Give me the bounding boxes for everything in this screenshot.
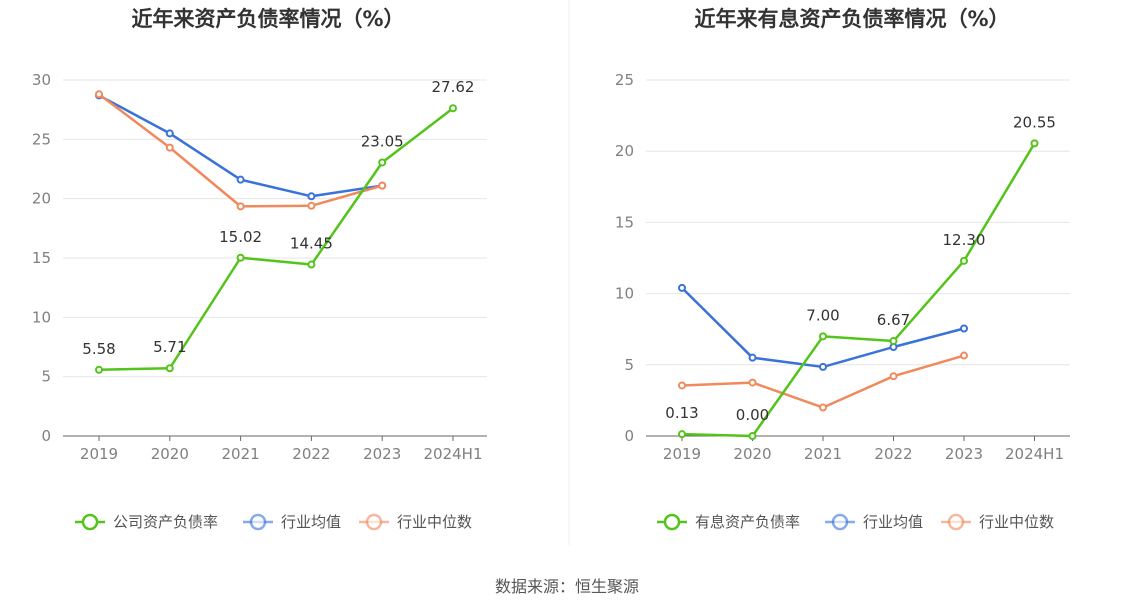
series-line bbox=[98, 107, 454, 372]
y-tick-label: 15 bbox=[32, 249, 51, 267]
x-tick-label: 2020 bbox=[733, 445, 771, 463]
y-tick-label: 5 bbox=[624, 356, 634, 374]
legend-label: 行业中位数 bbox=[397, 513, 472, 531]
data-point bbox=[678, 430, 686, 439]
data-point bbox=[819, 362, 827, 371]
chart-panel-interest-debt-ratio: 近年来有息资产负债率情况（%） 0 5 10 15 20 25 2019 2020 2021 202… bbox=[615, 7, 1070, 531]
series-line bbox=[681, 287, 965, 369]
data-label: 6.67 bbox=[877, 311, 910, 329]
legend-swatch-marker bbox=[831, 513, 849, 531]
x-tick-label: 2022 bbox=[292, 445, 330, 463]
data-point bbox=[960, 324, 968, 333]
data-label: 15.02 bbox=[219, 228, 262, 246]
data-point bbox=[307, 201, 316, 210]
data-label: 5.71 bbox=[153, 338, 186, 356]
y-tick-label: 20 bbox=[32, 190, 51, 208]
y-tick-label: 30 bbox=[32, 71, 51, 89]
series-line bbox=[681, 142, 1036, 438]
legend-label: 行业均值 bbox=[281, 513, 341, 531]
series-line bbox=[98, 93, 383, 208]
legend-label: 行业均值 bbox=[863, 513, 923, 531]
legend-item: 有息资产负债率 bbox=[657, 513, 800, 531]
data-point bbox=[819, 403, 827, 412]
chart-panel-debt-ratio: 近年来资产负债率情况（%） 0 5 10 15 20 25 30 2019 2020 2021 202… bbox=[32, 7, 487, 531]
x-tick-label: 2019 bbox=[80, 445, 118, 463]
data-point bbox=[165, 143, 174, 152]
y-tick-label: 15 bbox=[615, 213, 634, 231]
y-tick-label: 20 bbox=[615, 142, 634, 160]
x-tick-label: 2022 bbox=[874, 445, 912, 463]
data-point bbox=[236, 175, 245, 184]
legend-item: 行业中位数 bbox=[359, 513, 472, 531]
chart-title: 近年来资产负债率情况（%） bbox=[131, 7, 404, 31]
legend-item: 行业均值 bbox=[825, 513, 923, 531]
data-label: 5.58 bbox=[82, 340, 115, 358]
x-tick-label: 2023 bbox=[945, 445, 983, 463]
data-point bbox=[960, 256, 968, 265]
y-tick-label: 25 bbox=[32, 130, 51, 148]
legend-item: 行业均值 bbox=[243, 513, 341, 531]
x-tick-label: 2021 bbox=[804, 445, 842, 463]
data-point bbox=[678, 381, 686, 390]
data-point bbox=[449, 104, 457, 113]
data-point bbox=[165, 129, 174, 138]
x-tick-label: 2020 bbox=[151, 445, 189, 463]
x-tick-label: 2024H1 bbox=[424, 445, 483, 463]
data-label: 14.45 bbox=[290, 235, 333, 253]
legend-item: 公司资产负债率 bbox=[75, 513, 218, 531]
data-point bbox=[748, 378, 757, 387]
data-point bbox=[236, 202, 245, 211]
y-tick-label: 25 bbox=[615, 71, 634, 89]
legend-item: 行业中位数 bbox=[941, 513, 1054, 531]
legend-swatch-marker bbox=[663, 513, 681, 531]
data-point bbox=[378, 181, 387, 190]
data-point bbox=[95, 90, 103, 99]
data-label: 27.62 bbox=[432, 78, 475, 96]
data-point bbox=[307, 192, 316, 201]
x-tick-label: 2023 bbox=[363, 445, 401, 463]
legend-swatch-marker bbox=[947, 513, 965, 531]
data-label: 23.05 bbox=[361, 132, 404, 150]
data-point bbox=[748, 432, 757, 440]
y-tick-label: 0 bbox=[41, 427, 51, 445]
legend-label: 有息资产负债率 bbox=[695, 513, 800, 531]
x-tick-label: 2019 bbox=[663, 445, 701, 463]
data-label: 12.30 bbox=[943, 231, 986, 249]
legend-swatch-marker bbox=[81, 513, 99, 531]
data-point bbox=[819, 332, 827, 341]
data-label: 0.00 bbox=[736, 406, 769, 424]
y-tick-label: 10 bbox=[615, 285, 634, 303]
data-label: 7.00 bbox=[806, 306, 839, 324]
data-point bbox=[748, 353, 757, 362]
data-point bbox=[378, 158, 387, 167]
data-point bbox=[678, 283, 686, 292]
source-note: 数据来源：恒生聚源 bbox=[495, 577, 639, 596]
data-label: 20.55 bbox=[1013, 113, 1056, 131]
data-point bbox=[236, 253, 245, 262]
data-point bbox=[960, 351, 968, 360]
data-point bbox=[165, 364, 174, 373]
data-point bbox=[1030, 139, 1039, 148]
legend-swatch-marker bbox=[249, 513, 267, 531]
legend-label: 公司资产负债率 bbox=[113, 513, 218, 531]
chart-title: 近年来有息资产负债率情况（%） bbox=[694, 7, 1009, 31]
x-tick-label: 2024H1 bbox=[1005, 445, 1064, 463]
y-tick-label: 5 bbox=[41, 368, 51, 386]
y-tick-label: 0 bbox=[624, 427, 634, 445]
legend-label: 行业中位数 bbox=[979, 513, 1054, 531]
y-tick-label: 10 bbox=[32, 308, 51, 326]
data-point bbox=[95, 365, 103, 374]
legend-swatch-marker bbox=[365, 513, 383, 531]
data-point bbox=[889, 372, 898, 381]
x-tick-label: 2021 bbox=[222, 445, 260, 463]
data-point bbox=[889, 337, 898, 346]
data-label: 0.13 bbox=[665, 404, 698, 422]
data-point bbox=[307, 260, 316, 269]
